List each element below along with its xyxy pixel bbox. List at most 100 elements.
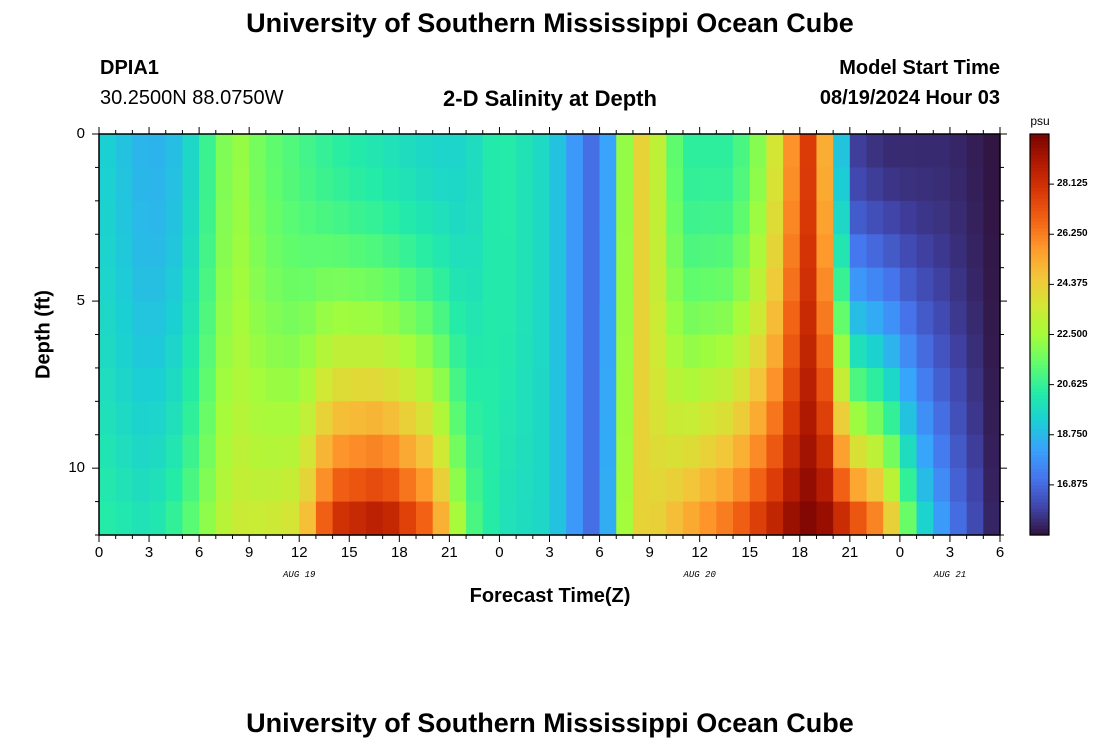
heatmap-cell bbox=[382, 301, 400, 336]
heatmap-cell bbox=[115, 301, 133, 336]
heatmap-cell bbox=[365, 334, 384, 369]
heatmap-cell bbox=[733, 234, 751, 269]
colorbar-segment bbox=[1030, 464, 1049, 469]
heatmap-cell bbox=[382, 501, 400, 536]
heatmap-cell bbox=[682, 267, 701, 302]
heatmap-cell bbox=[916, 134, 934, 169]
heatmap-cell bbox=[349, 301, 367, 336]
colorbar-segment bbox=[1030, 411, 1049, 416]
heatmap-cell bbox=[399, 301, 417, 336]
x-tick-label: 9 bbox=[645, 544, 654, 561]
heatmap-cell bbox=[983, 301, 1001, 336]
heatmap-cell bbox=[666, 200, 684, 235]
heatmap-cell bbox=[332, 134, 350, 169]
heatmap-cell bbox=[666, 234, 684, 269]
x-tick-label: 15 bbox=[741, 544, 759, 561]
colorbar-segment bbox=[1030, 177, 1049, 182]
heatmap-cell bbox=[382, 200, 400, 235]
heatmap-cell bbox=[783, 401, 801, 436]
heatmap-cell bbox=[482, 468, 501, 503]
heatmap-cell bbox=[282, 501, 300, 536]
heatmap-cell bbox=[833, 401, 851, 436]
heatmap-cell bbox=[482, 301, 501, 336]
heatmap-cell bbox=[849, 267, 868, 302]
heatmap-cell bbox=[816, 501, 834, 536]
heatmap-cell bbox=[466, 267, 484, 302]
heatmap-cell bbox=[716, 367, 734, 402]
colorbar-segment bbox=[1030, 484, 1049, 489]
heatmap-cell bbox=[666, 434, 684, 469]
colorbar-segment bbox=[1030, 217, 1049, 222]
heatmap-cell bbox=[649, 134, 667, 169]
heatmap-cell bbox=[349, 234, 367, 269]
heatmap-cell bbox=[933, 200, 951, 235]
heatmap-cell bbox=[482, 401, 501, 436]
heatmap-cell bbox=[265, 167, 284, 202]
heatmap-cell bbox=[199, 301, 217, 336]
x-tick-label: 12 bbox=[691, 544, 708, 561]
heatmap-cell bbox=[966, 501, 984, 536]
heatmap-cell bbox=[416, 334, 434, 369]
heatmap-cell bbox=[182, 200, 200, 235]
heatmap-cell bbox=[766, 200, 784, 235]
heatmap-cell bbox=[349, 501, 367, 536]
heatmap-cell bbox=[516, 200, 534, 235]
heatmap-cell bbox=[299, 234, 317, 269]
heatmap-cell bbox=[966, 200, 984, 235]
heatmap-cell bbox=[766, 167, 784, 202]
heatmap-cell bbox=[132, 334, 150, 369]
heatmap-cell bbox=[416, 234, 434, 269]
heatmap-cell bbox=[682, 401, 701, 436]
colorbar-segment bbox=[1030, 454, 1049, 459]
heatmap-cell bbox=[449, 334, 467, 369]
heatmap-cell bbox=[866, 434, 884, 469]
heatmap-cell bbox=[449, 301, 467, 336]
heatmap-cell bbox=[232, 334, 250, 369]
colorbar-segment bbox=[1030, 304, 1049, 309]
heatmap-cell bbox=[599, 401, 617, 436]
colorbar-segment bbox=[1030, 374, 1049, 379]
x-tick-label: 0 bbox=[94, 544, 104, 561]
heatmap-cell bbox=[232, 468, 250, 503]
heatmap-cell bbox=[899, 267, 918, 302]
heatmap-cell bbox=[582, 301, 601, 336]
heatmap-cell bbox=[566, 468, 584, 503]
heatmap-cell bbox=[883, 234, 901, 269]
heatmap-cell bbox=[649, 401, 667, 436]
heatmap-cell bbox=[99, 501, 117, 536]
heatmap-cell bbox=[766, 434, 784, 469]
heatmap-cell bbox=[215, 234, 234, 269]
heatmap-cell bbox=[966, 367, 984, 402]
heatmap-cell bbox=[115, 234, 133, 269]
heatmap-cell bbox=[466, 401, 484, 436]
heatmap-cell bbox=[649, 200, 667, 235]
heatmap-cell bbox=[699, 334, 717, 369]
heatmap-cell bbox=[165, 367, 184, 402]
heatmap-cell bbox=[132, 267, 150, 302]
colorbar-segment bbox=[1030, 508, 1049, 513]
heatmap-cell bbox=[616, 234, 634, 269]
heatmap-cell bbox=[949, 334, 968, 369]
heatmap-cell bbox=[182, 401, 200, 436]
heatmap-cell bbox=[532, 301, 551, 336]
heatmap-cell bbox=[482, 267, 501, 302]
heatmap-cell bbox=[883, 167, 901, 202]
heatmap-cell bbox=[482, 334, 501, 369]
heatmap-cell bbox=[616, 367, 634, 402]
heatmap-cell bbox=[132, 134, 150, 169]
date-label: AUG 20 bbox=[683, 570, 716, 580]
heatmap-cell bbox=[883, 434, 901, 469]
heatmap-cell bbox=[99, 134, 117, 169]
heatmap-cell bbox=[783, 234, 801, 269]
heatmap-cell bbox=[466, 234, 484, 269]
heatmap-cell bbox=[249, 334, 267, 369]
heatmap-cell bbox=[315, 401, 334, 436]
heatmap-cell bbox=[516, 434, 534, 469]
heatmap-cell bbox=[566, 367, 584, 402]
heatmap-cell bbox=[933, 468, 951, 503]
heatmap-cell bbox=[899, 434, 918, 469]
heatmap-cell bbox=[416, 468, 434, 503]
heatmap-cell bbox=[282, 401, 300, 436]
heatmap-cell bbox=[482, 501, 501, 536]
